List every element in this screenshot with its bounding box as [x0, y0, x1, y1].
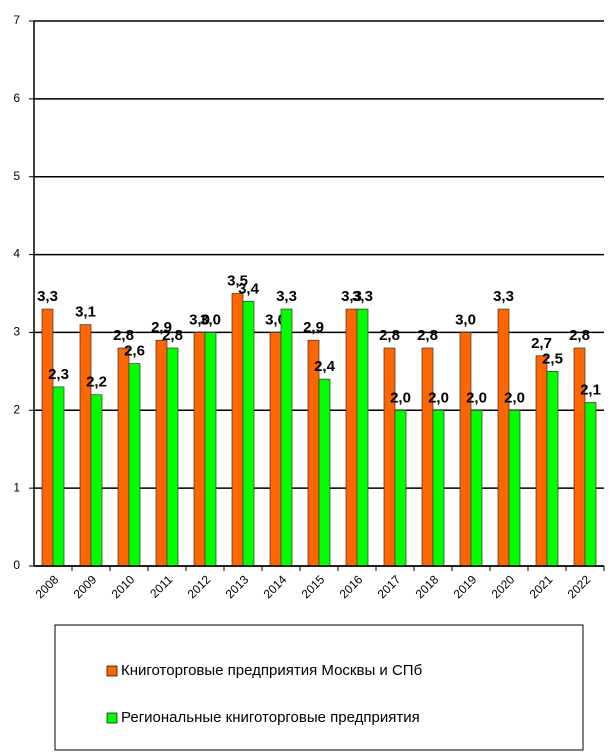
value-label: 2,8	[569, 327, 590, 344]
bar	[79, 324, 92, 567]
bar	[204, 332, 217, 567]
value-label: 3,3	[276, 288, 297, 305]
value-label: 2,9	[151, 319, 172, 336]
y-tick-label: 5	[13, 169, 20, 183]
value-label: 2,7	[531, 335, 552, 352]
bar	[242, 300, 255, 567]
value-label: 2,0	[466, 389, 487, 406]
bar	[470, 409, 483, 567]
value-label: 3,4	[238, 280, 260, 297]
value-label: 3,3	[352, 288, 373, 305]
bar	[432, 409, 445, 567]
x-tick-label: 2014	[261, 572, 290, 601]
value-label: 3,1	[75, 304, 96, 321]
bar	[52, 386, 65, 567]
x-tick-label: 2018	[413, 572, 442, 601]
bar	[318, 378, 331, 567]
x-tick-label: 2021	[527, 572, 556, 601]
value-label: 2,8	[379, 327, 400, 344]
x-tick-label: 2010	[109, 572, 138, 601]
value-label: 2,4	[314, 358, 336, 375]
bar	[497, 308, 510, 567]
x-tick-label: 2019	[451, 572, 480, 601]
value-label: 2,8	[162, 327, 183, 344]
value-label: 3,0	[455, 311, 476, 328]
value-label: 2,6	[124, 343, 145, 360]
x-tick-label: 2011	[147, 572, 175, 600]
value-label: 3,0	[189, 311, 210, 328]
value-label: 3,3	[341, 288, 362, 305]
bar	[345, 308, 358, 567]
value-label: 2,0	[428, 389, 449, 406]
bar	[394, 409, 407, 567]
value-label: 3,0	[200, 311, 221, 328]
bar	[584, 402, 597, 567]
bar	[421, 347, 434, 567]
bar	[193, 332, 206, 567]
value-label: 2,9	[303, 319, 324, 336]
y-tick-label: 3	[13, 325, 20, 339]
value-label: 2,5	[542, 350, 563, 367]
bar	[546, 371, 559, 567]
y-tick-label: 7	[13, 13, 20, 27]
bar	[269, 332, 282, 567]
x-tick-label: 2022	[565, 572, 594, 601]
y-tick-label: 1	[13, 480, 20, 494]
y-tick-label: 4	[13, 247, 20, 261]
legend-swatch	[106, 712, 118, 724]
value-label: 3,3	[493, 288, 514, 305]
value-label: 3,5	[227, 272, 248, 289]
x-tick-label: 2015	[299, 572, 328, 601]
bar	[155, 339, 168, 567]
bar	[383, 347, 396, 567]
x-tick-label: 2020	[489, 572, 518, 601]
value-label: 2,0	[390, 389, 411, 406]
x-tick-label: 2017	[375, 572, 404, 601]
bar	[128, 363, 141, 567]
bar	[508, 409, 521, 567]
x-tick-label: 2009	[71, 572, 100, 601]
bar	[356, 308, 369, 567]
x-tick-label: 2016	[337, 572, 366, 601]
x-tick-label: 2013	[223, 572, 252, 601]
legend-swatch	[106, 665, 118, 677]
x-tick-label: 2012	[185, 572, 214, 601]
value-label: 2,0	[504, 389, 525, 406]
y-tick-label: 0	[13, 558, 20, 572]
bar	[41, 308, 54, 567]
value-label: 2,8	[113, 327, 134, 344]
legend-box	[54, 624, 584, 751]
bar	[166, 347, 179, 567]
bar	[117, 347, 130, 567]
x-tick-label: 2008	[33, 572, 62, 601]
y-tick-label: 6	[13, 91, 20, 105]
value-label: 2,1	[580, 381, 601, 398]
value-label: 2,2	[86, 374, 107, 391]
value-label: 3,3	[37, 288, 58, 305]
bar	[90, 394, 103, 567]
bar	[535, 355, 548, 567]
legend-label: Региональные книготорговые предприятия	[121, 709, 420, 726]
value-label: 2,3	[48, 366, 69, 383]
bar	[280, 308, 293, 567]
bar	[231, 293, 244, 567]
value-label: 2,8	[417, 327, 438, 344]
bar	[459, 332, 472, 567]
legend-label: Книготорговые предприятия Москвы и СПб	[121, 662, 422, 679]
y-tick-label: 2	[13, 402, 20, 416]
